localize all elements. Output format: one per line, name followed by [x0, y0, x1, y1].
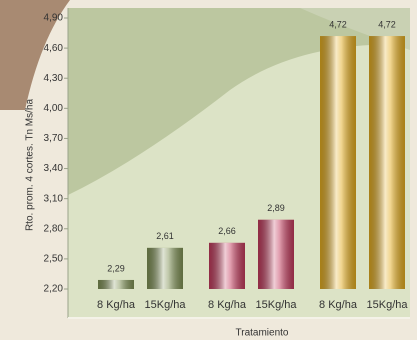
value-label: 2,61: [156, 231, 174, 241]
bar-shine: [369, 36, 405, 289]
y-tick-label: 4,60: [44, 43, 64, 54]
value-label: 4,72: [329, 19, 347, 29]
bar-shine: [209, 242, 245, 289]
value-label: 2,89: [267, 203, 285, 213]
decor-arc: [0, 0, 70, 110]
bar-shine: [98, 279, 134, 289]
y-tick-label: 4,30: [44, 73, 64, 84]
y-tick-label: 2,50: [44, 254, 64, 265]
value-label: 2,66: [218, 226, 236, 236]
x-tick-label: 8 Kg/ha: [319, 299, 358, 311]
y-tick-label: 3,40: [44, 163, 64, 174]
x-tick-label: 8 Kg/ha: [97, 299, 136, 311]
y-tick-label: 2,80: [44, 223, 64, 234]
y-tick-label: 4,90: [44, 13, 64, 24]
bar-shine: [258, 219, 294, 289]
y-tick-label: 3,70: [44, 133, 64, 144]
bar-shine: [320, 36, 356, 289]
decor-arc: [68, 8, 410, 195]
y-tick-label: 2,20: [44, 284, 64, 295]
value-label: 2,29: [107, 263, 125, 273]
x-axis-label: Tratamiento: [236, 328, 289, 339]
x-tick-label: 8 Kg/ha: [208, 299, 247, 311]
y-tick-label: 4,00: [44, 103, 64, 114]
x-tick-label: 15Kg/ha: [367, 299, 409, 311]
x-tick-label: 15Kg/ha: [145, 299, 187, 311]
y-axis-label: Rto. prom. 4 cortes. Tn Ms/ha: [25, 99, 36, 232]
bar-shine: [147, 247, 183, 289]
y-tick-label: 3,10: [44, 193, 64, 204]
value-label: 4,72: [378, 19, 396, 29]
x-tick-label: 15Kg/ha: [256, 299, 298, 311]
